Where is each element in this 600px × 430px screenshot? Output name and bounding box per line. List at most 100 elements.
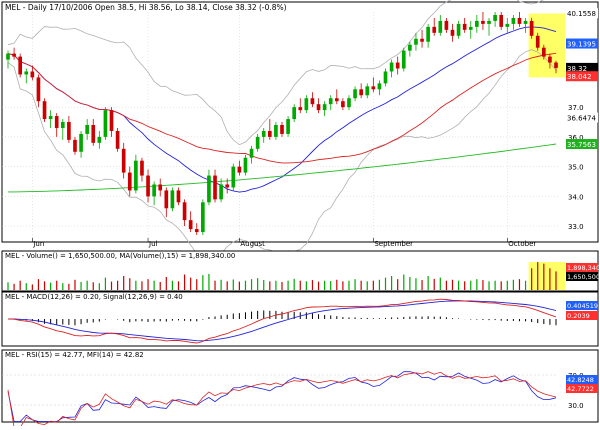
volume-tag-label: 1,650,500 [567, 273, 600, 281]
candle-body [121, 148, 126, 173]
volume-bar [524, 280, 527, 290]
candle-body [395, 62, 400, 69]
volume-bars [7, 262, 557, 290]
volume-bar [281, 281, 283, 290]
volume-bar [56, 280, 58, 290]
candle-body [414, 38, 418, 45]
candle-body [292, 107, 297, 120]
price-highlight-box [528, 13, 566, 78]
volume-bar [141, 281, 143, 290]
candle-body [426, 26, 430, 42]
candle-body [310, 98, 315, 105]
candle-body [164, 190, 169, 209]
mfi-line [7, 371, 557, 422]
volume-highlight [528, 262, 566, 290]
volume-bar [117, 280, 119, 290]
candle-body [30, 71, 35, 78]
volume-bar [62, 283, 64, 290]
candle-body [444, 20, 449, 30]
ma-50-line [7, 52, 557, 164]
volume-bar [549, 268, 551, 290]
rsi-grid [2, 374, 558, 406]
moving-averages [7, 26, 557, 193]
candle-body [304, 98, 309, 111]
volume-bar [238, 281, 240, 290]
volume-bar [305, 281, 307, 290]
candle-body [67, 122, 71, 140]
volume-bar [74, 279, 76, 290]
volume-bar [43, 281, 46, 290]
volume-bar [263, 280, 265, 290]
volume-bar [445, 280, 447, 290]
candle-body [152, 184, 156, 197]
candle-body [97, 136, 102, 143]
candle-body [85, 125, 89, 134]
highlight-box [528, 13, 566, 78]
price-tag-label: 39.1395 [567, 41, 596, 49]
candle-body [517, 17, 522, 24]
candle-body [462, 23, 467, 30]
volume-bar [415, 278, 417, 290]
volume-bar [482, 280, 484, 290]
month-label: September [374, 240, 413, 248]
price-tag-box [566, 8, 598, 19]
candle-body [170, 190, 175, 209]
volume-bar [214, 280, 216, 290]
volume-bar [464, 281, 466, 290]
volume-bar [92, 282, 94, 290]
rsi-tag-label: 42.8248 [567, 376, 594, 384]
volume-bar [232, 279, 234, 290]
candle-body [523, 20, 528, 24]
price-tick-label: 33.0 [568, 223, 584, 231]
candle-body [450, 29, 455, 36]
candle-body [505, 23, 510, 27]
volume-bar [220, 279, 222, 290]
volume-bar [250, 279, 253, 290]
candle-body [456, 23, 461, 36]
volume-tag-box [566, 263, 598, 272]
candle-body [487, 20, 491, 24]
volume-bar [324, 280, 326, 290]
volume-bar [336, 279, 338, 290]
volume-bar [190, 277, 192, 290]
candle-body [219, 184, 223, 200]
volume-bar [68, 283, 70, 290]
candle-body [280, 125, 284, 134]
candle-body [158, 184, 163, 191]
price-tag-box [566, 139, 598, 150]
volume-bar [269, 281, 271, 290]
candle-body [554, 62, 558, 68]
candle-body [91, 125, 96, 143]
volume-legend: MEL - Volume() = 1,650,500.00, MA(Volume… [5, 252, 235, 260]
price-tag-label: 40.1558 [567, 10, 596, 18]
candle-body [548, 56, 552, 63]
price-tag-label: 38.042 [567, 73, 592, 81]
candle-body [207, 175, 211, 203]
candle-body [12, 53, 16, 57]
price-tick-label: 34.0 [568, 193, 584, 201]
volume-bar [555, 271, 557, 290]
candle-body [432, 26, 437, 33]
candle-body [48, 116, 53, 120]
candle-body [237, 166, 242, 173]
candle-body [401, 50, 406, 69]
candle-body [261, 130, 266, 137]
candle-body [353, 89, 357, 99]
candle-body [328, 98, 333, 105]
candle-body [341, 101, 345, 108]
candle-body [475, 20, 479, 27]
volume-bar [165, 276, 167, 290]
candle-body [529, 20, 534, 36]
volume-bar [433, 278, 435, 290]
candle-body [389, 62, 394, 72]
volume-bar [287, 280, 289, 290]
volume-bar [19, 280, 21, 290]
volume-bar [531, 268, 533, 290]
macd-legend: MEL - MACD(12,26) = 0.20, Signal(12,26,9… [5, 293, 183, 301]
volume-bar [360, 280, 362, 290]
volume-bar [257, 278, 259, 290]
candle-body [115, 130, 120, 149]
volume-bar [518, 279, 521, 290]
price-tag-box [566, 112, 598, 123]
